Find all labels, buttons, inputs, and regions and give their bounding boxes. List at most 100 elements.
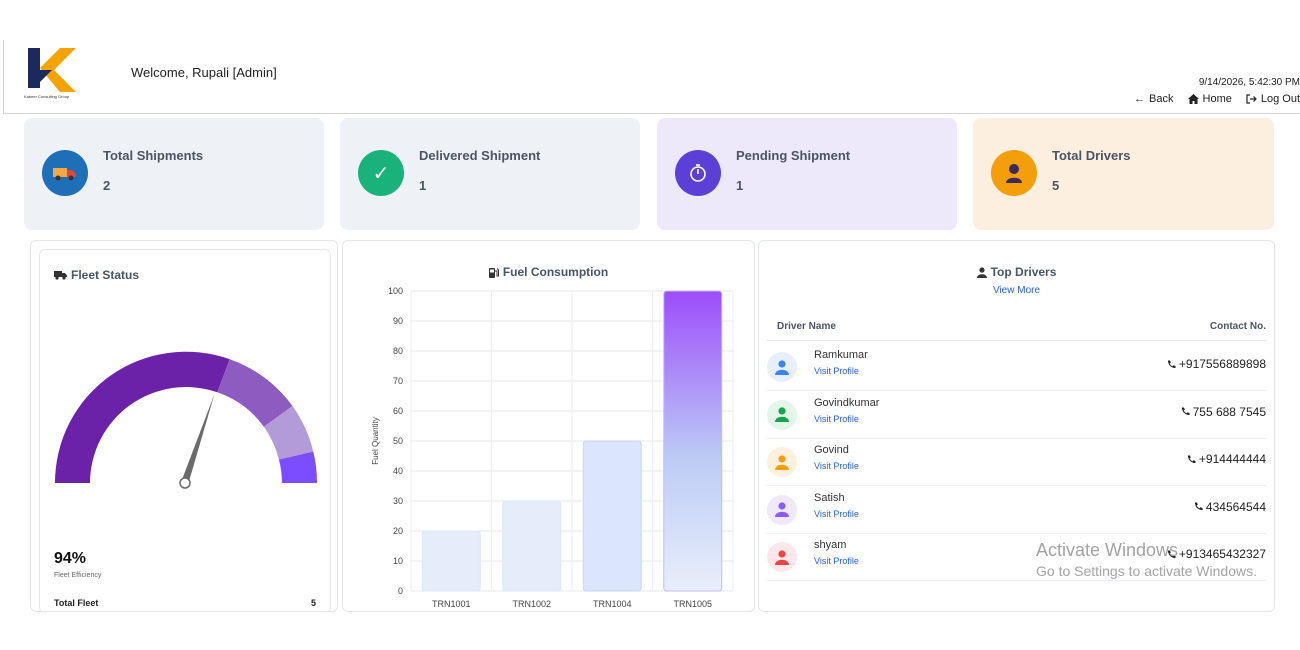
driver-row: shyam Visit Profile +913465432327 <box>767 533 1266 581</box>
phone-icon <box>1167 550 1176 558</box>
gauge-needle <box>181 394 215 483</box>
y-tick-label: 70 <box>393 376 403 386</box>
y-tick-label: 100 <box>388 286 403 296</box>
phone-icon <box>1181 407 1190 416</box>
logout-icon <box>1246 94 1257 104</box>
check-icon: ✓ <box>358 150 404 196</box>
user-icon <box>976 266 987 278</box>
back-label: Back <box>1149 93 1174 105</box>
driver-avatar-icon <box>767 447 797 477</box>
driver-phone: +914444444 <box>1187 452 1266 466</box>
datetime-display: 9/14/2026, 5:42:30 PM <box>1198 77 1300 88</box>
logo-caption: Kabeer Consulting Group <box>24 94 70 99</box>
fleet-efficiency-value: 94% <box>54 550 87 567</box>
windows-activation-watermark: Activate Windows Go to Settings to activ… <box>1036 540 1257 579</box>
y-tick-label: 0 <box>398 586 403 596</box>
y-axis-label: Fuel Quantity <box>371 417 380 465</box>
driver-avatar-icon <box>767 542 797 572</box>
gauge-segment-4 <box>278 451 318 483</box>
driver-name: Govindkumar <box>814 396 880 409</box>
gauge-segment-1 <box>54 351 230 483</box>
driver-name: shyam <box>814 539 847 551</box>
total-shipments-card[interactable]: Total Shipments 2 <box>24 118 324 230</box>
y-tick-label: 90 <box>393 316 403 326</box>
driver-phone: 755 688 7545 <box>1181 405 1266 419</box>
contact-column-header: Contact No. <box>1209 321 1266 332</box>
y-tick-label: 40 <box>393 466 403 476</box>
driver-phone: +913465432327 <box>1167 547 1266 561</box>
driver-phone-number: +913465432327 <box>1178 547 1266 561</box>
home-button[interactable]: Home <box>1187 93 1232 105</box>
driver-name: Satish <box>814 491 845 504</box>
driver-name-column-header: Driver Name <box>777 321 836 332</box>
stat-label: Pending Shipment <box>736 148 851 163</box>
driver-name: Govind <box>814 444 849 456</box>
stat-value: 2 <box>103 178 111 193</box>
fuel-bar-trn1002[interactable] <box>502 500 562 592</box>
fuel-bar-trn1005[interactable] <box>663 290 723 592</box>
visit-profile-link[interactable]: Visit Profile <box>814 556 859 566</box>
total-fleet-label: Total Fleet <box>54 598 99 608</box>
driver-avatar-icon <box>767 494 797 525</box>
stat-value: 5 <box>1052 178 1060 193</box>
driver-avatar-icon <box>767 399 797 430</box>
welcome-text: Welcome, Rupali [Admin] <box>131 65 277 80</box>
timer-icon <box>675 150 721 196</box>
top-drivers-title: Top Drivers <box>759 265 1274 279</box>
logout-button[interactable]: Log Out <box>1246 93 1300 105</box>
total-drivers-card[interactable]: Total Drivers 5 <box>973 118 1274 230</box>
top-drivers-panel: Top Drivers View More Driver Name Contac… <box>758 240 1275 612</box>
top-drivers-title-text: Top Drivers <box>990 265 1057 279</box>
fuel-bar-trn1004[interactable] <box>582 440 642 592</box>
pending-shipment-card[interactable]: Pending Shipment 1 <box>657 118 957 230</box>
fleet-efficiency-label: Fleet Efficiency <box>54 572 102 579</box>
visit-profile-link[interactable]: Visit Profile <box>814 366 859 376</box>
back-button[interactable]: ← Back <box>1134 93 1173 105</box>
fleet-status-title-text: Fleet Status <box>71 268 140 282</box>
watermark-line-2: Go to Settings to activate Windows. <box>1036 563 1257 579</box>
phone-icon <box>1194 502 1203 511</box>
fleet-status-title: Fleet Status <box>54 268 139 282</box>
company-logo[interactable] <box>24 44 84 104</box>
truck-small-icon <box>54 271 67 280</box>
visit-profile-link[interactable]: Visit Profile <box>814 461 859 471</box>
y-tick-label: 60 <box>393 406 403 416</box>
stat-label: Total Shipments <box>103 148 204 163</box>
fuel-consumption-title-text: Fuel Consumption <box>502 265 609 279</box>
driver-phone: 434564544 <box>1194 500 1266 514</box>
arrow-left-icon: ← <box>1134 93 1146 105</box>
phone-icon <box>1187 455 1196 463</box>
driver-phone-number: 434564544 <box>1205 499 1266 514</box>
fuel-consumption-title: Fuel Consumption <box>343 265 754 279</box>
visit-profile-link[interactable]: Visit Profile <box>814 508 859 519</box>
driver-row: Ramkumar Visit Profile +917556889898 <box>767 343 1266 391</box>
y-tick-label: 20 <box>393 526 403 536</box>
logout-label: Log Out <box>1260 93 1300 105</box>
phone-icon <box>1167 360 1176 368</box>
x-tick-label: TRN1001 <box>432 599 471 609</box>
fleet-status-card: Fleet Status 94% Fleet Efficiency Total … <box>39 249 331 613</box>
stat-label: Total Drivers <box>1052 148 1131 163</box>
y-tick-label: 50 <box>393 436 403 446</box>
home-label: Home <box>1202 93 1232 105</box>
fuel-pump-icon <box>488 267 499 278</box>
driver-icon <box>991 150 1037 196</box>
fleet-gauge <box>54 351 318 489</box>
view-more-link[interactable]: View More <box>992 285 1041 296</box>
delivered-shipment-card[interactable]: ✓ Delivered Shipment 1 <box>340 118 640 230</box>
visit-profile-link[interactable]: Visit Profile <box>814 413 859 424</box>
driver-phone-number: 755 688 7545 <box>1192 404 1266 419</box>
driver-row: Satish Visit Profile 434564544 <box>767 486 1266 534</box>
stat-value: 1 <box>736 178 744 193</box>
driver-phone: +917556889898 <box>1167 357 1266 371</box>
fuel-consumption-chart: 0 10 20 30 40 50 60 70 80 90 100 TRN1001 TRN1002 TRN1… <box>371 286 734 609</box>
fuel-bar-trn1001[interactable] <box>421 530 481 592</box>
x-tick-label: TRN1002 <box>512 599 551 609</box>
watermark-line-1: Activate Windows <box>1036 540 1179 560</box>
stat-label: Delivered Shipment <box>419 148 541 163</box>
drivers-table-header: Driver Name Contact No. <box>767 319 1266 341</box>
gauge-segment-3 <box>263 406 314 460</box>
y-tick-label: 10 <box>393 556 403 566</box>
header-nav: ← Back Home Log Out <box>1134 93 1300 105</box>
